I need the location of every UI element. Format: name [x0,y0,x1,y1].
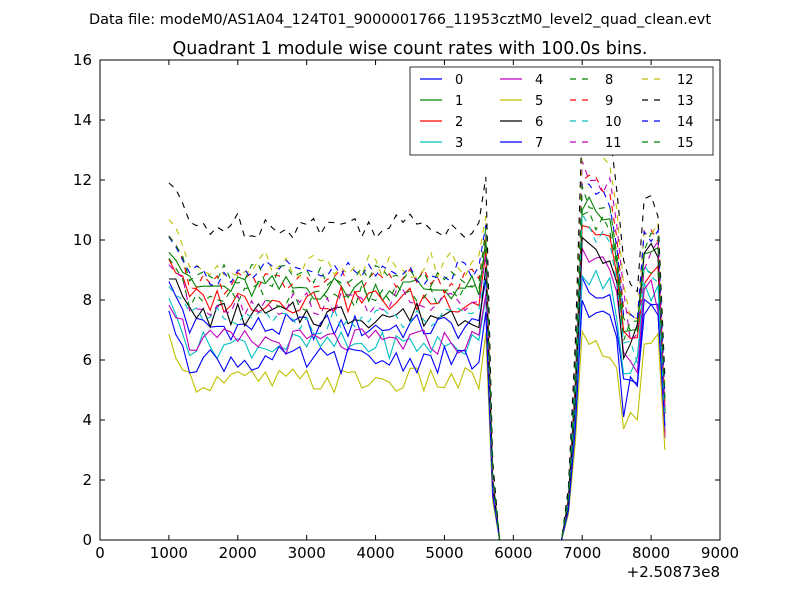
series-line-3 [168,269,666,541]
y-tick-label: 8 [82,291,92,309]
series-line-14 [168,182,666,541]
x-tick-label: 3000 [288,544,326,562]
legend-label: 9 [605,94,613,109]
x-tick-label: 9000 [701,544,739,562]
x-tick-label: 2000 [219,544,257,562]
legend-label: 7 [535,136,543,151]
legend-label: 4 [535,73,543,88]
legend-label: 3 [455,136,463,151]
x-tick-label: 6000 [494,544,532,562]
legend-label: 14 [677,115,694,130]
legend-label: 13 [677,94,694,109]
legend-label: 10 [605,115,622,130]
series-line-10 [168,211,666,541]
plot-area [168,107,666,541]
y-tick-label: 16 [73,51,92,69]
legend-box [409,66,714,156]
y-tick-label: 12 [73,171,92,189]
series-line-5 [168,329,666,541]
y-tick-label: 4 [82,411,92,429]
legend-label: 0 [455,73,463,88]
x-tick-label: 8000 [632,544,670,562]
series-line-8 [168,210,666,541]
axes: 0 1000 2000 3000 4000 5000 6000 7000 8000 9000 0 2 4… [73,51,739,562]
legend-label: 6 [535,115,543,130]
x-tick-label: 4000 [356,544,394,562]
series-line-4 [168,246,666,541]
legend-label: 15 [677,136,694,151]
legend-label: 2 [455,115,463,130]
legend-label: 12 [677,73,694,88]
y-tick-label: 10 [73,231,92,249]
series-line-15 [168,185,666,541]
series-line-6 [168,236,666,541]
y-tick-label: 6 [82,351,92,369]
legend-label: 11 [605,136,622,151]
x-tick-label: 7000 [563,544,601,562]
legend-label: 1 [455,94,463,109]
series-line-7 [168,300,666,541]
x-tick-label: 1000 [150,544,188,562]
x-tick-label: 5000 [425,544,463,562]
series-line-9 [168,174,666,541]
x-offset-label: +2.50873e8 [627,563,720,581]
data-file-title: Data file: modeM0/AS1A04_124T01_90000017… [89,12,711,28]
y-tick-label: 2 [82,471,92,489]
x-tick-label: 0 [95,544,105,562]
legend-label: 5 [535,94,543,109]
y-tick-label: 0 [82,531,92,549]
y-tick-label: 14 [73,111,92,129]
chart-title: Quadrant 1 module wise count rates with … [173,39,648,59]
legend-label: 8 [605,73,613,88]
